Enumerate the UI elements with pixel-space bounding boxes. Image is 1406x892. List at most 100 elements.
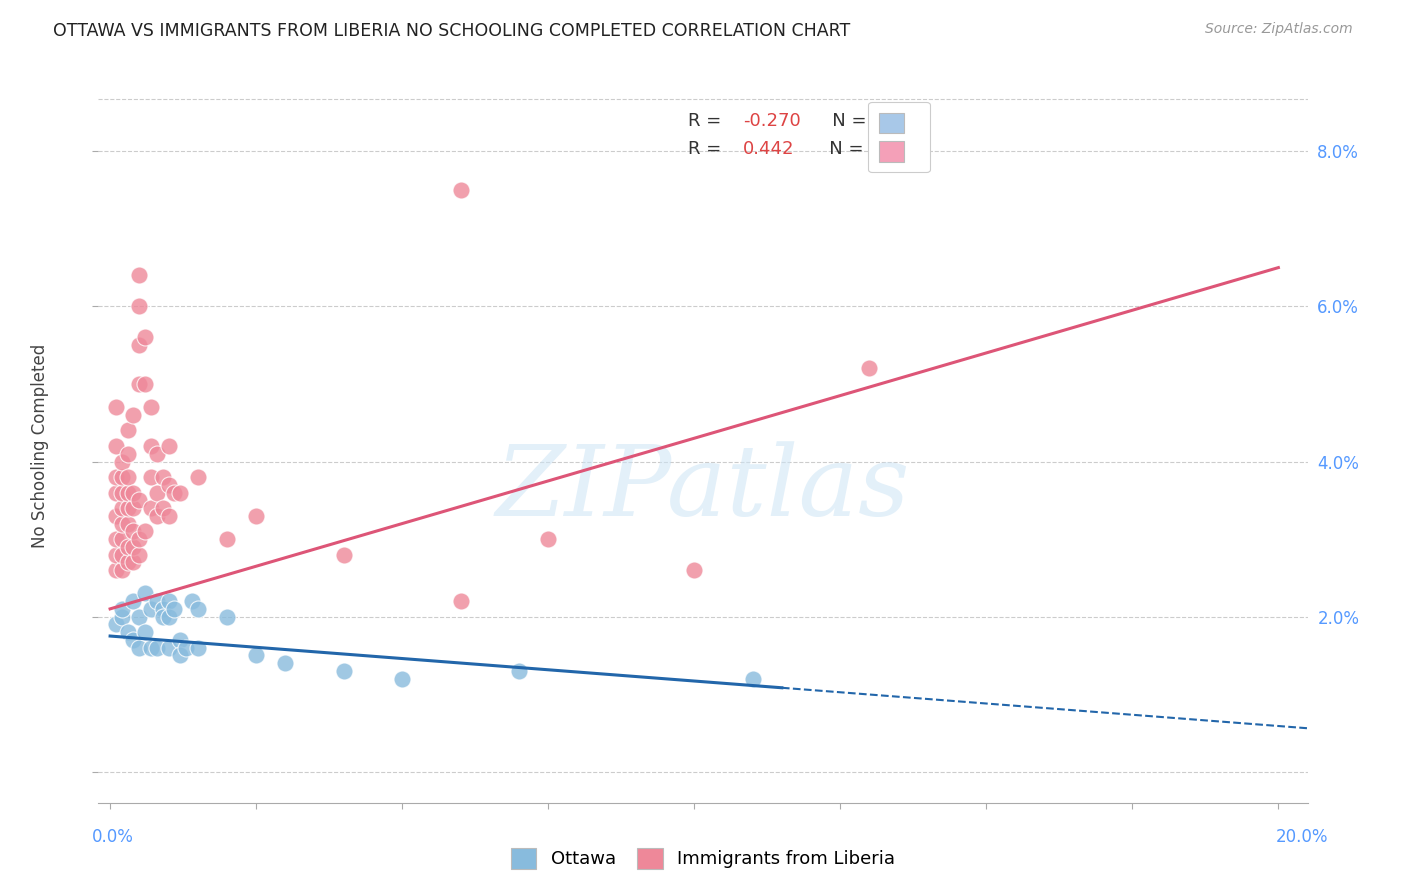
Point — [163, 602, 186, 616]
Point — [169, 648, 191, 663]
Point — [152, 470, 174, 484]
Point — [122, 632, 145, 647]
Point — [117, 485, 139, 500]
Point — [128, 268, 150, 283]
Point — [122, 540, 145, 554]
Text: -0.270: -0.270 — [742, 112, 800, 129]
Point — [450, 183, 472, 197]
Point — [111, 609, 134, 624]
Point — [215, 532, 238, 546]
Point — [134, 625, 156, 640]
Text: 0.0%: 0.0% — [91, 828, 134, 846]
Point — [537, 532, 560, 546]
Point — [215, 609, 238, 624]
Point — [122, 501, 145, 516]
Point — [146, 447, 169, 461]
Point — [128, 609, 150, 624]
Text: R =: R = — [689, 112, 727, 129]
Point — [104, 617, 127, 632]
Point — [245, 508, 267, 523]
Point — [146, 508, 169, 523]
Point — [274, 656, 297, 670]
Point — [117, 501, 139, 516]
Point — [187, 470, 209, 484]
Text: No Schooling Completed: No Schooling Completed — [31, 344, 49, 548]
Point — [146, 640, 169, 655]
Point — [104, 439, 127, 453]
Point — [128, 640, 150, 655]
Point — [508, 664, 530, 678]
Point — [111, 602, 134, 616]
Point — [104, 470, 127, 484]
Point — [139, 439, 162, 453]
Point — [104, 563, 127, 577]
Point — [157, 609, 180, 624]
Point — [157, 508, 180, 523]
Point — [332, 664, 354, 678]
Point — [157, 477, 180, 491]
Point — [245, 648, 267, 663]
Point — [187, 602, 209, 616]
Point — [111, 563, 134, 577]
Point — [117, 447, 139, 461]
Point — [139, 470, 162, 484]
Text: OTTAWA VS IMMIGRANTS FROM LIBERIA NO SCHOOLING COMPLETED CORRELATION CHART: OTTAWA VS IMMIGRANTS FROM LIBERIA NO SCH… — [53, 22, 851, 40]
Point — [187, 640, 209, 655]
Point — [122, 524, 145, 539]
Point — [104, 532, 127, 546]
Point — [169, 485, 191, 500]
Point — [128, 299, 150, 313]
Point — [134, 524, 156, 539]
Point — [169, 632, 191, 647]
Point — [450, 594, 472, 608]
Point — [117, 424, 139, 438]
Legend: Ottawa, Immigrants from Liberia: Ottawa, Immigrants from Liberia — [503, 840, 903, 876]
Point — [111, 532, 134, 546]
Text: N =: N = — [811, 140, 869, 158]
Text: 20.0%: 20.0% — [1277, 828, 1329, 846]
Point — [146, 594, 169, 608]
Point — [128, 338, 150, 352]
Point — [858, 361, 880, 376]
Point — [741, 672, 763, 686]
Point — [139, 501, 162, 516]
Point — [117, 540, 139, 554]
Point — [104, 401, 127, 415]
Text: Source: ZipAtlas.com: Source: ZipAtlas.com — [1205, 22, 1353, 37]
Point — [152, 602, 174, 616]
Point — [683, 563, 706, 577]
Point — [122, 555, 145, 569]
Point — [157, 594, 180, 608]
Text: 63: 63 — [868, 140, 890, 158]
Point — [174, 640, 197, 655]
Point — [139, 602, 162, 616]
Text: N =: N = — [815, 112, 873, 129]
Point — [139, 640, 162, 655]
Point — [128, 532, 150, 546]
Point — [134, 330, 156, 344]
Point — [111, 548, 134, 562]
Point — [111, 485, 134, 500]
Point — [122, 485, 145, 500]
Point — [122, 408, 145, 422]
Point — [111, 501, 134, 516]
Point — [128, 548, 150, 562]
Text: 33: 33 — [868, 112, 890, 129]
Point — [111, 454, 134, 468]
Point — [104, 548, 127, 562]
Point — [117, 625, 139, 640]
Point — [157, 640, 180, 655]
Point — [117, 555, 139, 569]
Text: 0.442: 0.442 — [742, 140, 794, 158]
Point — [163, 485, 186, 500]
Legend: , : , — [869, 102, 929, 172]
Point — [128, 376, 150, 391]
Point — [157, 439, 180, 453]
Point — [117, 470, 139, 484]
Text: ZIPatlas: ZIPatlas — [496, 442, 910, 536]
Point — [152, 609, 174, 624]
Point — [104, 508, 127, 523]
Point — [117, 516, 139, 531]
Point — [128, 493, 150, 508]
Point — [139, 401, 162, 415]
